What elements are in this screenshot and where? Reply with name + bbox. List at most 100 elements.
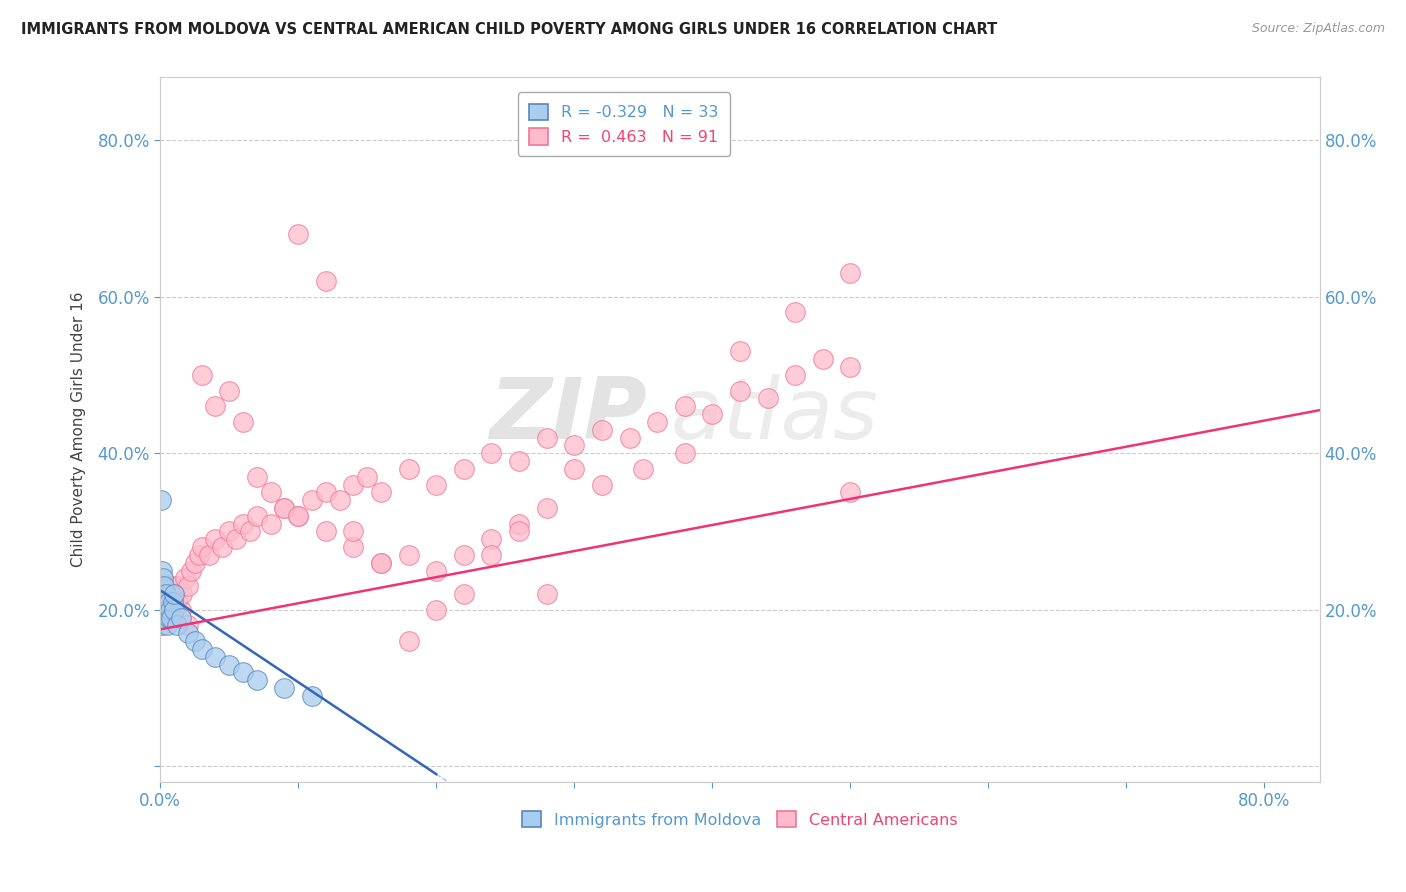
Text: atlas: atlas [671,374,879,457]
Point [370,556,392,570]
Point [163,603,186,617]
Point [356,469,378,483]
Point [180,564,202,578]
Point [149,493,172,508]
Point [785,305,807,319]
Point [619,431,641,445]
Point [204,649,226,664]
Point [232,415,254,429]
Point [163,587,186,601]
Point [839,266,862,280]
Point [287,227,309,241]
Point [273,501,295,516]
Point [190,540,212,554]
Point [174,572,197,586]
Point [481,446,503,460]
Point [591,423,613,437]
Point [260,485,283,500]
Point [239,524,262,539]
Point [159,595,181,609]
Point [160,610,183,624]
Point [159,603,181,617]
Point [702,407,724,421]
Point [155,595,177,609]
Point [785,368,807,382]
Point [315,524,337,539]
Point [329,493,352,508]
Point [273,681,295,695]
Point [165,587,187,601]
Point [150,618,173,632]
Point [153,610,176,624]
Point [160,610,183,624]
Point [481,548,503,562]
Point [153,579,176,593]
Point [167,579,190,593]
Point [150,564,173,578]
Point [398,462,420,476]
Point [536,587,558,601]
Point [211,540,233,554]
Point [155,587,177,601]
Point [150,587,173,601]
Point [673,446,696,460]
Point [170,610,193,624]
Point [425,603,447,617]
Point [218,524,240,539]
Point [190,368,212,382]
Point [508,454,530,468]
Point [190,641,212,656]
Point [645,415,668,429]
Point [157,595,180,609]
Point [153,595,176,609]
Point [673,399,696,413]
Text: IMMIGRANTS FROM MOLDOVA VS CENTRAL AMERICAN CHILD POVERTY AMONG GIRLS UNDER 16 C: IMMIGRANTS FROM MOLDOVA VS CENTRAL AMERI… [21,22,997,37]
Point [342,540,364,554]
Point [273,501,295,516]
Point [177,618,200,632]
Point [287,508,309,523]
Point [839,485,862,500]
Point [508,516,530,531]
Point [166,595,188,609]
Point [398,634,420,648]
Point [150,603,173,617]
Point [232,665,254,680]
Point [187,548,209,562]
Point [342,477,364,491]
Point [315,274,337,288]
Point [156,618,179,632]
Point [163,603,186,617]
Point [184,634,207,648]
Point [453,462,475,476]
Point [204,399,226,413]
Point [453,587,475,601]
Point [370,485,392,500]
Point [246,508,269,523]
Point [562,438,585,452]
Point [204,533,226,547]
Point [633,462,655,476]
Text: ZIP: ZIP [489,374,647,457]
Y-axis label: Child Poverty Among Girls Under 16: Child Poverty Among Girls Under 16 [72,292,86,567]
Point [425,564,447,578]
Point [157,587,180,601]
Point [155,603,177,617]
Point [425,477,447,491]
Point [536,431,558,445]
Point [536,501,558,516]
Point [562,462,585,476]
Point [839,360,862,375]
Point [153,610,176,624]
Point [184,556,207,570]
Point [152,587,174,601]
Point [156,603,179,617]
Point [370,556,392,570]
Point [225,533,247,547]
Point [398,548,420,562]
Point [218,384,240,398]
Point [170,603,193,617]
Point [172,587,194,601]
Point [301,689,323,703]
Point [177,626,200,640]
